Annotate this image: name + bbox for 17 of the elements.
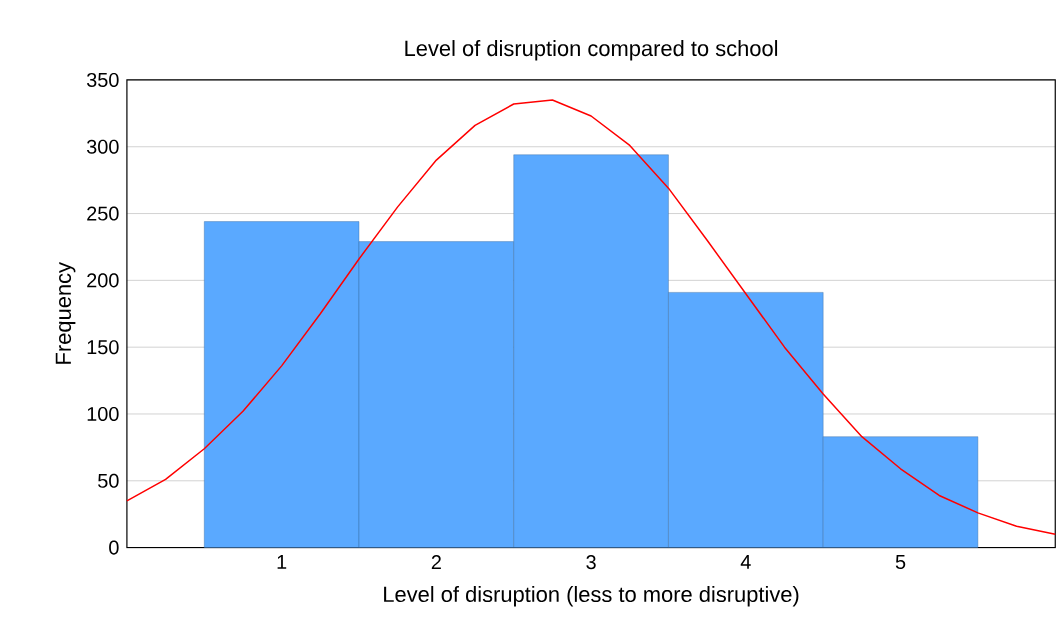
line-series <box>126 99 1056 536</box>
y-tick-label: 50 <box>98 473 119 489</box>
y-tick-label: 250 <box>87 206 119 221</box>
x-tick-label: 4 <box>740 555 751 570</box>
x-tick-label: 5 <box>895 555 906 570</box>
chart-title: Level of disruption compared to school <box>405 40 778 61</box>
x-axis-title: Level of disruption (less to more disruptive) <box>384 586 799 607</box>
y-axis-title: Frequency <box>55 262 76 364</box>
x-tick-label: 1 <box>277 555 287 570</box>
x-tick-label: 3 <box>586 555 596 570</box>
x-tick-label: 2 <box>431 555 441 570</box>
y-tick-label: 0 <box>109 540 119 555</box>
y-tick-label: 300 <box>86 139 119 155</box>
y-tick-label: 150 <box>87 340 119 355</box>
y-tick-label: 100 <box>87 407 119 422</box>
y-tick-label: 200 <box>87 273 119 288</box>
y-tick-label: 350 <box>86 73 119 88</box>
